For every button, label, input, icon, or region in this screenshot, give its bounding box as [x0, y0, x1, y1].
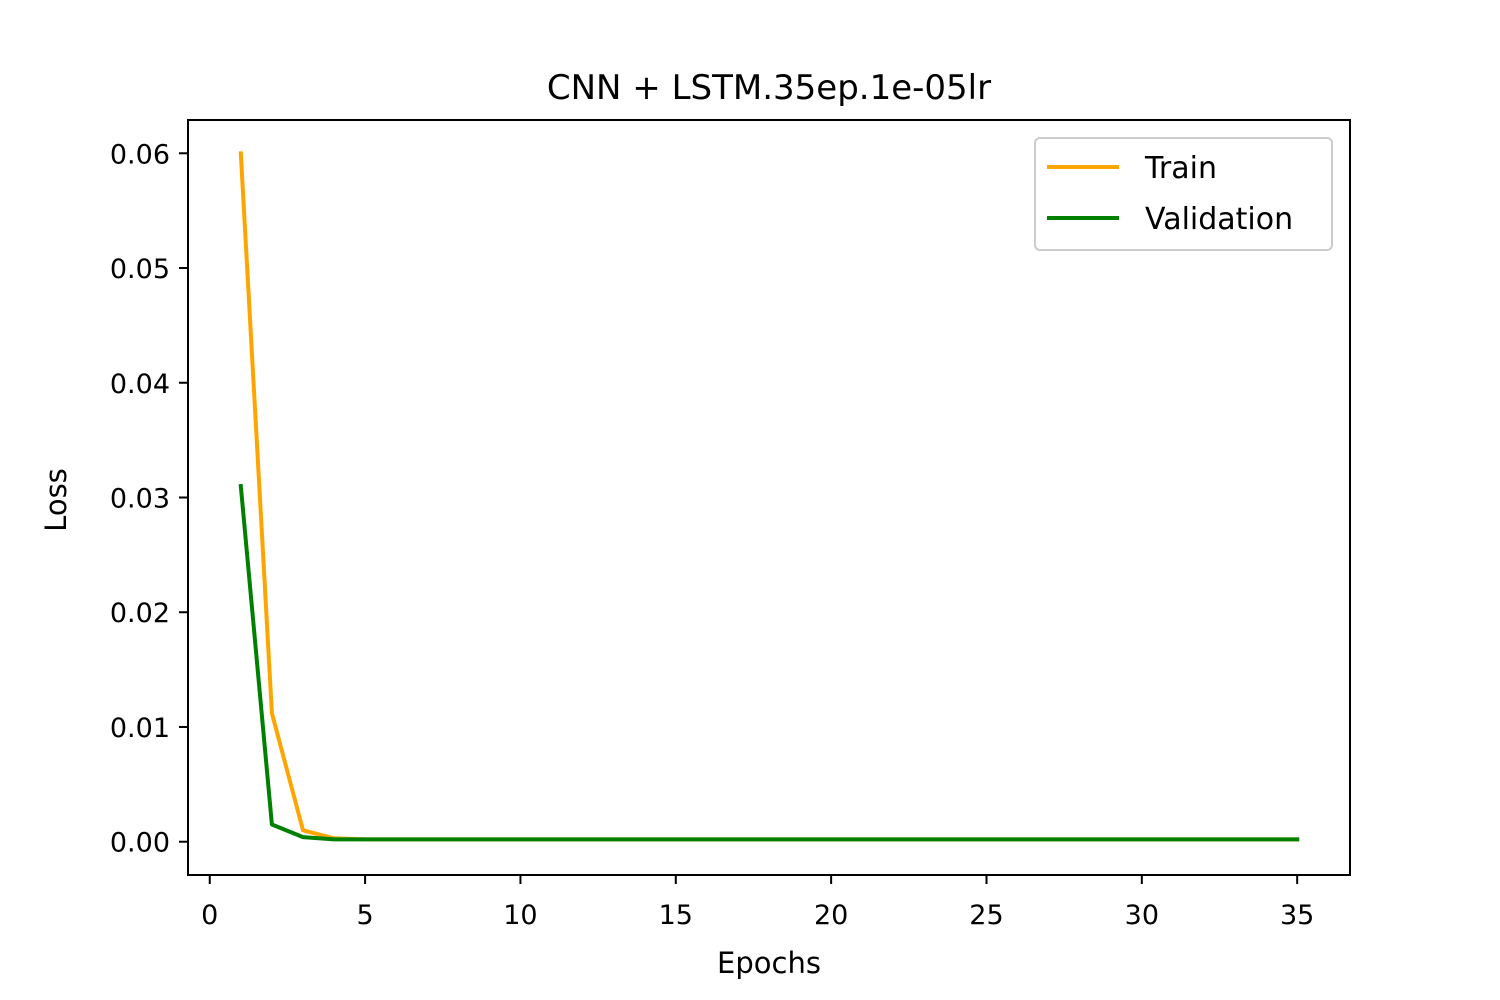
x-tick-label: 25 — [969, 900, 1003, 931]
x-tick-label: 35 — [1280, 900, 1314, 931]
x-tick-label: 30 — [1125, 900, 1159, 931]
y-tick-label: 0.03 — [110, 484, 170, 515]
y-tick-label: 0.01 — [110, 713, 170, 744]
y-tick-label: 0.06 — [110, 139, 170, 170]
x-tick-label: 20 — [814, 900, 848, 931]
legend-label-train: Train — [1144, 151, 1217, 186]
x-tick-label: 0 — [201, 900, 218, 931]
x-tick-label: 10 — [503, 900, 537, 931]
y-tick-label: 0.00 — [110, 828, 170, 859]
y-tick-label: 0.05 — [110, 254, 170, 285]
series-line-validation — [238, 483, 1300, 842]
x-axis-label: Epochs — [717, 946, 821, 980]
x-axis-ticks: 0 5 10 15 20 25 30 35 — [201, 875, 1314, 931]
x-tick-label: 5 — [357, 900, 374, 931]
y-axis-label: Loss — [39, 468, 73, 532]
y-tick-label: 0.04 — [110, 369, 170, 400]
legend-label-validation: Validation — [1145, 202, 1293, 237]
series-line-train — [238, 151, 1300, 842]
y-axis-ticks: 0.00 0.01 0.02 0.03 0.04 0.05 0.06 — [110, 139, 188, 859]
plot-area — [238, 151, 1300, 842]
chart-title: CNN + LSTM.35ep.1e-05lr — [547, 68, 991, 108]
legend: Train Validation — [1034, 137, 1333, 251]
x-tick-label: 15 — [659, 900, 693, 931]
y-tick-label: 0.02 — [110, 598, 170, 629]
